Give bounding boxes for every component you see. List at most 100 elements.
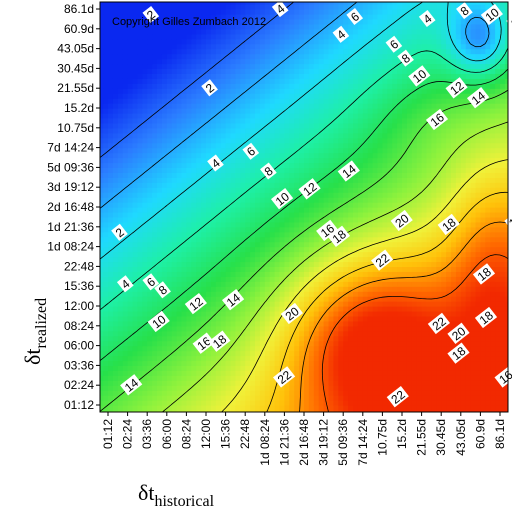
heatmap-cell xyxy=(147,211,153,218)
heatmap-cell xyxy=(431,127,437,134)
heatmap-cell xyxy=(397,409,403,412)
heatmap-cell xyxy=(485,355,491,362)
heatmap-cell xyxy=(313,147,320,154)
heatmap-cell xyxy=(108,355,114,362)
heatmap-cell xyxy=(308,296,315,302)
heatmap-cell xyxy=(259,197,266,203)
heatmap-cell xyxy=(348,241,354,248)
heatmap-cell xyxy=(470,291,477,297)
heatmap-cell xyxy=(127,157,134,164)
heatmap-cell xyxy=(147,385,153,391)
heatmap-cell xyxy=(377,365,383,371)
heatmap-cell xyxy=(387,266,393,272)
heatmap-cell xyxy=(455,157,462,164)
heatmap-cell xyxy=(426,350,432,357)
heatmap-cell xyxy=(264,380,271,386)
heatmap-cell xyxy=(436,236,442,243)
heatmap-cell xyxy=(259,306,266,312)
heatmap-cell xyxy=(294,370,300,376)
heatmap-cell xyxy=(117,365,124,371)
heatmap-cell xyxy=(348,380,354,386)
heatmap-cell xyxy=(161,182,168,188)
heatmap-cell xyxy=(255,202,261,208)
heatmap-cell xyxy=(166,405,173,411)
heatmap-cell xyxy=(372,320,379,327)
heatmap-cell xyxy=(274,330,281,337)
heatmap-cell xyxy=(362,276,369,282)
heatmap-cell xyxy=(402,286,408,292)
heatmap-cell xyxy=(308,221,315,228)
heatmap-cell xyxy=(495,192,501,198)
heatmap-cell xyxy=(318,202,325,208)
heatmap-cell xyxy=(500,122,506,129)
heatmap-cell xyxy=(269,221,276,228)
heatmap-cell xyxy=(416,211,423,218)
heatmap-cell xyxy=(382,127,388,134)
heatmap-cell xyxy=(455,261,462,267)
heatmap-cell xyxy=(176,147,183,154)
heatmap-cell xyxy=(348,395,354,401)
heatmap-cell xyxy=(274,157,281,164)
heatmap-cell xyxy=(318,246,325,253)
heatmap-cell xyxy=(308,409,315,412)
heatmap-cell xyxy=(171,271,178,277)
heatmap-cell xyxy=(318,405,325,411)
heatmap-cell xyxy=(201,251,207,258)
heatmap-cell xyxy=(210,246,217,253)
heatmap-cell xyxy=(485,231,491,238)
heatmap-cell xyxy=(299,142,305,149)
heatmap-cell xyxy=(500,330,506,337)
heatmap-cell xyxy=(406,405,413,411)
heatmap-cell xyxy=(284,142,290,149)
heatmap-cell xyxy=(470,137,477,144)
heatmap-cell xyxy=(142,281,148,287)
heatmap-cell xyxy=(122,365,129,371)
heatmap-cell xyxy=(210,395,217,401)
heatmap-cell xyxy=(338,221,344,228)
heatmap-cell xyxy=(245,246,251,253)
heatmap-cell xyxy=(181,375,187,381)
heatmap-cell xyxy=(495,340,501,347)
heatmap-cell xyxy=(152,236,158,243)
heatmap-cell xyxy=(294,187,300,193)
heatmap-cell xyxy=(152,177,158,183)
heatmap-cell xyxy=(397,306,403,312)
heatmap-cell xyxy=(186,147,192,154)
heatmap-cell xyxy=(328,167,334,173)
heatmap-cell xyxy=(161,157,168,164)
heatmap-cell xyxy=(460,216,467,223)
heatmap-cell xyxy=(387,231,393,238)
heatmap-cell xyxy=(294,330,300,337)
heatmap-cell xyxy=(191,330,197,337)
heatmap-cell xyxy=(392,405,398,411)
heatmap-cell xyxy=(323,177,330,183)
heatmap-cell xyxy=(308,325,315,332)
heatmap-cell xyxy=(377,172,383,178)
heatmap-cell xyxy=(201,385,207,391)
heatmap-cell xyxy=(421,147,428,154)
heatmap-cell xyxy=(259,177,266,183)
heatmap-cell xyxy=(100,241,104,248)
heatmap-cell xyxy=(382,395,388,401)
heatmap-cell xyxy=(460,400,467,406)
heatmap-cell xyxy=(186,330,192,337)
heatmap-cell xyxy=(206,177,212,183)
heatmap-cell xyxy=(122,271,129,277)
heatmap-cell xyxy=(117,271,124,277)
heatmap-cell xyxy=(112,301,119,307)
heatmap-cell xyxy=(500,256,506,263)
heatmap-cell xyxy=(504,246,508,253)
heatmap-cell xyxy=(338,182,344,188)
heatmap-cell xyxy=(264,365,271,371)
heatmap-cell xyxy=(402,192,408,198)
heatmap-cell xyxy=(460,320,467,327)
heatmap-cell xyxy=(171,137,178,144)
heatmap-cell xyxy=(387,315,393,322)
heatmap-cell xyxy=(142,216,148,223)
heatmap-cell xyxy=(343,207,349,213)
heatmap-cell xyxy=(269,236,276,243)
heatmap-cell xyxy=(122,177,129,183)
heatmap-cell xyxy=(225,355,232,362)
heatmap-cell xyxy=(426,266,432,272)
heatmap-cell xyxy=(304,365,310,371)
